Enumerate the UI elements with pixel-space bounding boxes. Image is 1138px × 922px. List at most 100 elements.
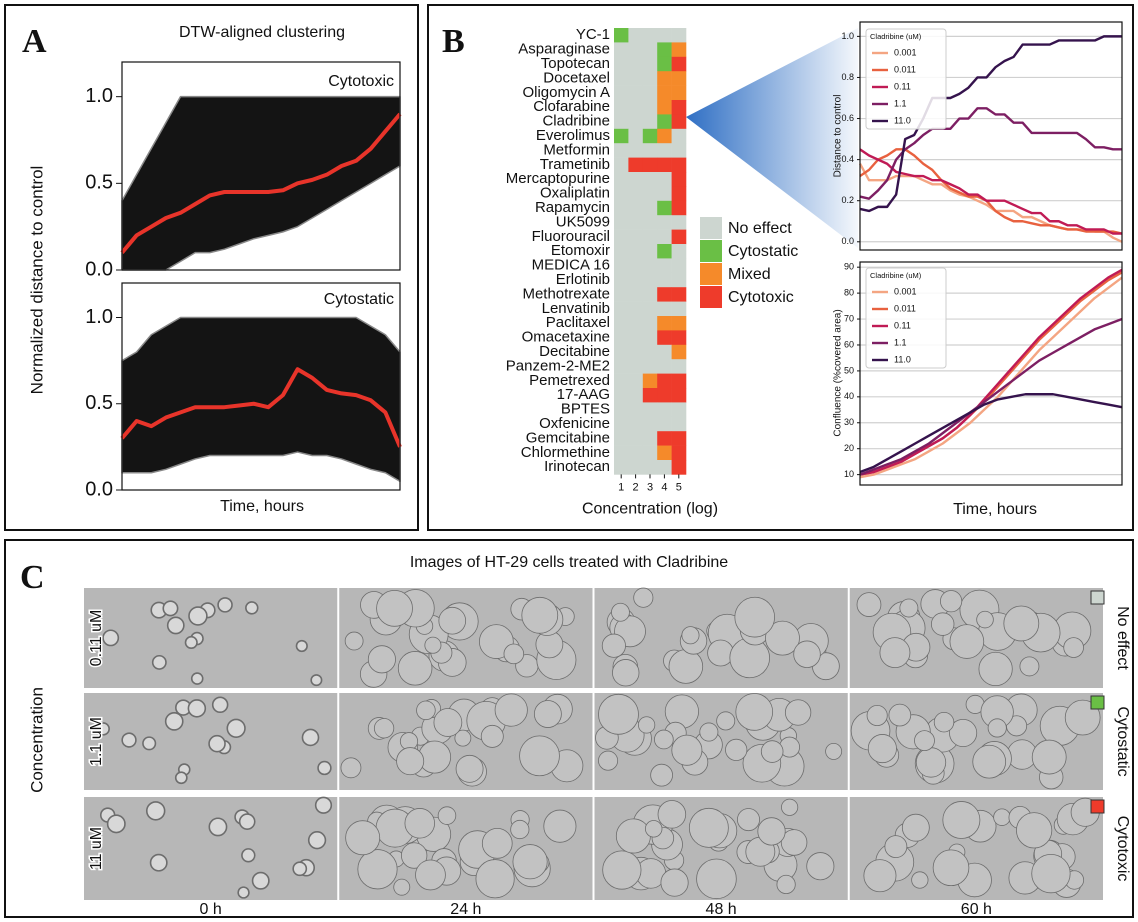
cell [376,589,413,627]
panel-letter: C [20,559,45,596]
heat-cell [628,272,644,288]
panel-letter: A [22,23,47,60]
heat-cell [628,143,644,158]
heat-cell [614,143,629,158]
legend-label: Cytotoxic [728,289,794,306]
legend-title: Cladribine (uM) [870,32,922,41]
y-tick-label: 0.8 [841,72,854,82]
y-tick-label: 0.5 [85,172,113,194]
panel-c-ylabel: Concentration [27,687,46,793]
legend-label: No effect [728,220,792,237]
cell [295,639,308,653]
cell [671,734,703,766]
cell [914,730,935,752]
heat-cell [657,71,672,86]
cell [601,633,626,658]
cell [357,849,398,890]
row-label: Everolimus [536,127,610,144]
y-tick-label: 30 [844,417,854,427]
cell [455,754,484,783]
heat-cell [642,330,658,346]
legend-label: Mixed [728,266,771,283]
cell [1031,853,1071,894]
heat-cell [642,172,658,187]
cell [760,740,784,763]
heat-cell [642,431,658,446]
y-tick-label: 1.0 [841,31,854,41]
cell [437,806,457,825]
x-axis-label: Time, hours [220,498,304,515]
cell [949,624,985,659]
cell [933,712,955,733]
row-label: BPTES [561,401,610,418]
heat-cell [614,330,629,346]
heat-cell [628,344,644,360]
cell [142,736,157,751]
heat-cell [628,316,644,331]
row-label: Erlotinib [556,271,610,288]
heat-cell [657,445,672,461]
row-label: Lenvatinib [542,300,610,317]
heat-cell [642,186,658,202]
heat-cell [657,316,672,331]
cell [314,796,333,814]
heat-cell [671,287,687,302]
row-label: Omacetaxine [522,329,610,346]
legend-label: 0.011 [894,303,916,313]
cell [344,631,364,651]
cell [96,722,110,736]
cell [1019,656,1040,677]
panel-b-frame [427,4,1134,531]
heat-cell [671,172,687,187]
heat-cell [628,359,644,374]
series-line [859,268,1123,476]
cell [737,808,760,832]
y-tick-label: 0.5 [85,392,113,414]
row-label: Decitabine [539,343,610,360]
heat-cell [642,56,658,72]
heat-cell [628,56,644,72]
cell [217,597,233,613]
legend-label: 0.001 [894,286,917,296]
cell [310,674,323,687]
cell [397,651,433,686]
heat-cell [614,71,629,86]
cell [121,732,137,748]
cell [475,859,515,899]
column-label: 48 h [706,901,737,918]
cell [644,820,663,838]
cell [162,600,179,617]
cell [765,620,800,656]
heat-cell [614,301,629,317]
heat-cell [657,460,672,475]
column-label: 60 h [961,901,992,918]
series-line [859,35,1122,213]
legend-label: 0.011 [894,64,916,74]
cell [637,716,656,734]
heat-cell [642,344,658,360]
y-tick-label: 10 [844,469,854,479]
row-label: 0.11 uM [88,610,105,667]
cell [241,848,256,863]
legend-label: 0.11 [894,81,911,91]
heat-cell [614,373,629,389]
cell [978,651,1013,687]
cell [793,640,821,668]
cell [806,852,835,881]
heat-cell [642,445,658,461]
cell [696,858,737,900]
cell [510,819,530,840]
y-axis-label: Normalized distance to control [27,166,46,395]
heat-cell [657,143,672,158]
heat-cell [628,258,644,274]
row-label: Irinotecan [544,458,610,475]
y-tick-label: 0.4 [841,154,854,164]
heat-cell [657,28,672,43]
heat-cell [642,143,658,158]
heat-cell [671,272,687,288]
heat-cell [657,56,672,72]
heat-cell [628,186,644,202]
y-tick-label: 60 [844,339,854,349]
cell [654,729,674,750]
heat-cell [628,460,644,475]
